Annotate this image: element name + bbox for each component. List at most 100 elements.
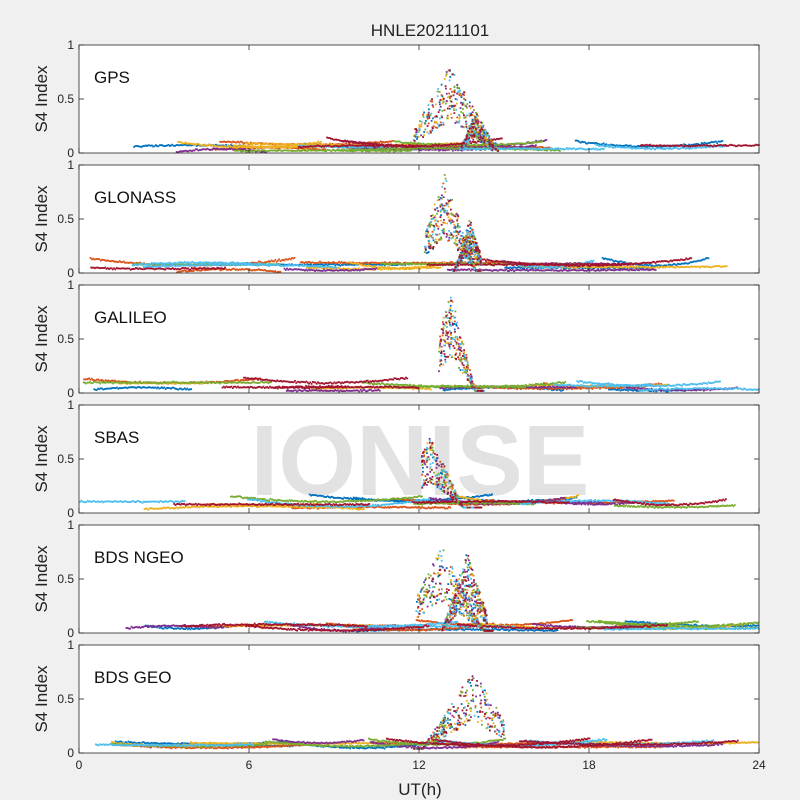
scatter-point (407, 141, 410, 144)
scatter-point (457, 90, 460, 93)
scatter-point (418, 144, 420, 147)
scatter-point (270, 143, 273, 146)
scatter-point (455, 142, 457, 145)
scatter-point (458, 147, 461, 149)
scatter-point (537, 149, 540, 152)
scatter-point (395, 150, 398, 153)
scatter-point (626, 146, 628, 149)
scatter-point (460, 101, 462, 104)
scatter-point (158, 144, 161, 147)
scatter-point (348, 149, 351, 152)
scatter-point (285, 144, 288, 147)
scatter-point (295, 146, 298, 148)
scatter-point (312, 149, 315, 152)
scatter-point (708, 142, 711, 144)
scatter-point (465, 138, 468, 141)
scatter-point (230, 141, 233, 144)
scatter-point (495, 144, 498, 147)
scatter-point (350, 146, 353, 149)
scatter-point (570, 148, 573, 150)
scatter-point (623, 146, 626, 149)
scatter-point (499, 148, 502, 151)
scatter-point (273, 260, 275, 263)
scatter-point (275, 145, 278, 148)
scatter-point (297, 147, 300, 150)
scatter-point (451, 145, 454, 148)
scatter-point (480, 144, 482, 146)
scatter-point (137, 145, 139, 148)
scatter-point (479, 140, 482, 143)
scatter-point (472, 118, 475, 121)
scatter-point (468, 148, 471, 150)
scatter-point (318, 148, 320, 151)
scatter-point (367, 148, 370, 151)
scatter-point (370, 148, 373, 151)
scatter-point (458, 144, 461, 146)
scatter-point (590, 142, 592, 144)
scatter-point (331, 149, 334, 152)
scatter-point (665, 147, 668, 150)
scatter-point (358, 146, 361, 149)
scatter-point (505, 268, 508, 271)
scatter-point (345, 149, 348, 152)
scatter-point (448, 92, 451, 95)
scatter-point (337, 143, 340, 145)
scatter-point (496, 143, 499, 146)
scatter-point (376, 141, 378, 144)
scatter-point (703, 146, 706, 148)
scatter-point (565, 147, 568, 149)
scatter-point (174, 144, 176, 147)
scatter-point (420, 120, 423, 123)
scatter-point (218, 145, 220, 148)
scatter-point (139, 145, 142, 148)
scatter-point (654, 148, 657, 151)
y-tick-label: 0.5 (57, 92, 74, 106)
scatter-point (247, 150, 250, 153)
scatter-point (462, 112, 464, 115)
scatter-point (480, 121, 482, 124)
scatter-point (440, 144, 443, 147)
scatter-point (315, 144, 318, 147)
scatter-point (478, 138, 481, 141)
scatter-point (288, 149, 291, 152)
scatter-point (597, 148, 600, 151)
scatter-point (280, 145, 283, 148)
scatter-point (386, 148, 389, 150)
scatter-point (404, 145, 407, 148)
scatter-point (324, 148, 327, 151)
scatter-point (402, 141, 405, 144)
scatter-point (647, 144, 649, 147)
scatter-point (332, 138, 335, 141)
scatter-point (641, 145, 643, 148)
scatter-point (221, 140, 224, 143)
scatter-point (582, 141, 585, 144)
scatter-point (191, 143, 194, 145)
scatter-point (472, 146, 475, 149)
scatter-point (232, 144, 235, 147)
scatter-point (673, 146, 676, 149)
scatter-point (404, 149, 407, 152)
scatter-point (430, 148, 433, 151)
scatter-point (478, 144, 481, 146)
scatter-point (476, 122, 479, 125)
scatter-point (588, 141, 591, 144)
scatter-point (198, 144, 201, 146)
scatter-point (504, 145, 507, 148)
scatter-point (396, 145, 398, 148)
scatter-point (485, 148, 488, 151)
scatter-point (483, 147, 485, 149)
scatter-point (599, 144, 602, 147)
scatter-point (178, 150, 181, 153)
scatter-point (271, 142, 274, 145)
scatter-point (353, 149, 356, 152)
scatter-point (190, 144, 193, 147)
scatter-point (407, 144, 410, 147)
scatter-point (393, 147, 395, 149)
scatter-point (698, 145, 701, 148)
scatter-point (465, 147, 467, 150)
scatter-point (425, 147, 427, 150)
scatter-point (623, 144, 625, 147)
scatter-point (276, 147, 278, 149)
scatter-point (306, 145, 309, 148)
scatter-point (378, 145, 380, 147)
